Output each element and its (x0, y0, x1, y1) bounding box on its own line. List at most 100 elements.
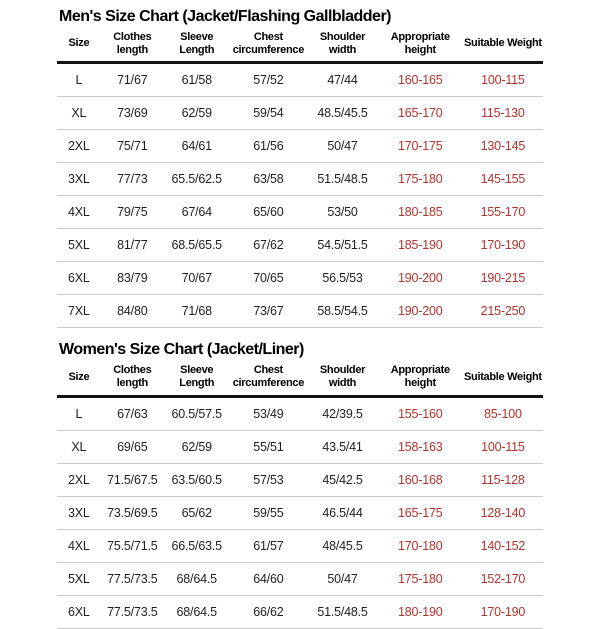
value-cell: 58.5/54.5 (307, 294, 378, 329)
mens-chart-title: Men's Size Chart (Jacket/Flashing Gallbl… (59, 8, 392, 25)
value-cell: 155-160 (377, 396, 463, 431)
value-cell: 75/71 (100, 129, 164, 164)
value-cell: 115-128 (462, 463, 543, 497)
value-cell: 59/54 (229, 96, 308, 131)
table-row: 2XL 75/71 64/61 61/56 50/47 170-175 130-145 (57, 129, 543, 164)
size-cell: 4XL (57, 529, 101, 563)
value-cell: 73.5/69.5 (100, 496, 164, 530)
value-cell: 46.5/44 (307, 496, 378, 530)
table-row: 6XL 77.5/73.5 68/64.5 66/62 51.5/48.5 180-190… (57, 595, 543, 629)
value-cell: 180-190 (377, 595, 463, 629)
value-cell: 170-180 (377, 529, 463, 563)
value-cell: 85-100 (462, 396, 543, 431)
column-header-size: Size (57, 362, 101, 398)
column-header-suitable-weight: Suitable Weight (462, 362, 543, 398)
womens-chart-title: Women's Size Chart (Jacket/Liner) (59, 341, 304, 359)
mens-table-header: Size Clothes length Sleeve Length Chest cir… (57, 29, 543, 65)
value-cell: 70/67 (163, 261, 230, 296)
value-cell: 165-175 (377, 496, 463, 530)
column-header-shoulder-width: Shoulder width (307, 362, 378, 398)
value-cell: 100-115 (462, 62, 543, 98)
value-cell: 145-155 (462, 162, 543, 197)
column-header-shoulder-width: Shoulder width (307, 29, 378, 65)
table-row: 3XL 73.5/69.5 65/62 59/55 46.5/44 165-175 128-… (57, 496, 543, 530)
size-cell: 5XL (57, 228, 101, 263)
value-cell: 63.5/60.5 (163, 463, 230, 497)
value-cell: 100-115 (462, 430, 543, 464)
size-cell: XL (57, 430, 101, 464)
column-header-appropriate-height: Appropriate height (377, 362, 463, 398)
value-cell: 68/64.5 (163, 562, 230, 596)
value-cell: 79/75 (100, 195, 164, 230)
value-cell: 69/65 (100, 430, 164, 464)
value-cell: 57/53 (229, 463, 308, 497)
table-row: 7XL 84/80 71/68 73/67 58.5/54.5 190-200 215-25… (57, 294, 543, 329)
value-cell: 83/79 (100, 261, 164, 296)
value-cell: 77.5/73.5 (100, 562, 164, 596)
value-cell: 128-140 (462, 496, 543, 530)
value-cell: 61/57 (229, 529, 308, 563)
value-cell: 140-152 (462, 529, 543, 563)
column-header-appropriate-height: Appropriate height (377, 29, 463, 65)
value-cell: 175-180 (377, 162, 463, 197)
value-cell: 77/73 (100, 162, 164, 197)
value-cell: 190-200 (377, 261, 463, 296)
value-cell: 180-185 (377, 195, 463, 230)
value-cell: 62/59 (163, 430, 230, 464)
value-cell: 71/67 (100, 62, 164, 98)
column-header-suitable-weight: Suitable Weight (462, 29, 543, 65)
column-header-clothes-length: Clothes length (100, 362, 164, 398)
value-cell: 55/51 (229, 430, 308, 464)
value-cell: 81/77 (100, 228, 164, 263)
value-cell: 65/60 (229, 195, 308, 230)
value-cell: 64/60 (229, 562, 308, 596)
value-cell: 190-215 (462, 261, 543, 296)
value-cell: 68/64.5 (163, 595, 230, 629)
womens-table-header: Size Clothes length Sleeve Length Chest cir… (57, 362, 543, 398)
value-cell: 66/62 (229, 595, 308, 629)
value-cell: 60.5/57.5 (163, 396, 230, 431)
size-cell: 3XL (57, 496, 101, 530)
value-cell: 53/50 (307, 195, 378, 230)
value-cell: 67/62 (229, 228, 308, 263)
value-cell: 61/56 (229, 129, 308, 164)
value-cell: 71/68 (163, 294, 230, 329)
value-cell: 170-175 (377, 129, 463, 164)
value-cell: 65/62 (163, 496, 230, 530)
value-cell: 59/55 (229, 496, 308, 530)
value-cell: 84/80 (100, 294, 164, 329)
table-row: 4XL 79/75 67/64 65/60 53/50 180-185 155-170 (57, 195, 543, 230)
value-cell: 45/42.5 (307, 463, 378, 497)
size-cell: 7XL (57, 294, 101, 329)
value-cell: 73/67 (229, 294, 308, 329)
value-cell: 53/49 (229, 396, 308, 431)
value-cell: 185-190 (377, 228, 463, 263)
mens-size-table: Size Clothes length Sleeve Length Chest cir… (57, 29, 543, 329)
table-row: XL 69/65 62/59 55/51 43.5/41 158-163 100-115 (57, 430, 543, 464)
column-header-chest-circumference: Chest circumference (229, 362, 308, 398)
size-cell: 5XL (57, 562, 101, 596)
size-cell: 3XL (57, 162, 101, 197)
value-cell: 73/69 (100, 96, 164, 131)
value-cell: 68.5/65.5 (163, 228, 230, 263)
table-row: 5XL 81/77 68.5/65.5 67/62 54.5/51.5 185-190 17… (57, 228, 543, 263)
table-row: 5XL 77.5/73.5 68/64.5 64/60 50/47 175-180 152-… (57, 562, 543, 596)
mens-table-body: L 71/67 61/58 57/52 47/44 160-165 100-115 XL 73/… (57, 62, 543, 329)
value-cell: 63/58 (229, 162, 308, 197)
value-cell: 66.5/63.5 (163, 529, 230, 563)
mens-size-chart-section: Men's Size Chart (Jacket/Flashing Gallbl… (57, 8, 543, 329)
value-cell: 56.5/53 (307, 261, 378, 296)
value-cell: 152-170 (462, 562, 543, 596)
value-cell: 77.5/73.5 (100, 595, 164, 629)
value-cell: 190-200 (377, 294, 463, 329)
value-cell: 65.5/62.5 (163, 162, 230, 197)
value-cell: 75.5/71.5 (100, 529, 164, 563)
column-header-sleeve-length: Sleeve Length (163, 362, 230, 398)
table-row: L 67/63 60.5/57.5 53/49 42/39.5 155-160 85-100 (57, 396, 543, 431)
womens-size-table: Size Clothes length Sleeve Length Chest cir… (57, 362, 543, 629)
value-cell: 42/39.5 (307, 396, 378, 431)
value-cell: 170-190 (462, 228, 543, 263)
value-cell: 43.5/41 (307, 430, 378, 464)
table-row: 2XL 71.5/67.5 63.5/60.5 57/53 45/42.5 160-168… (57, 463, 543, 497)
